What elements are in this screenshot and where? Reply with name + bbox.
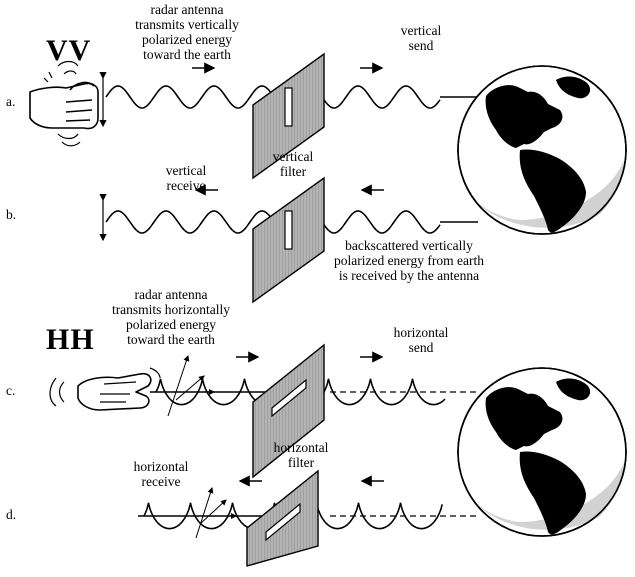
vertical-send-caption: vertical send [400, 23, 442, 53]
polarizing-filter-icon [246, 469, 319, 567]
hand-shaking-vertical-icon [29, 60, 99, 147]
horizontal-receive-caption: horizontal receive [133, 459, 189, 489]
hand-shaking-horizontal-icon [49, 367, 161, 411]
horizontal-filter-caption: horizontal filter [273, 440, 329, 470]
row-a-graphics [29, 52, 478, 180]
polarizing-filter-icon [252, 52, 325, 180]
mode-vv-label: VV [46, 34, 92, 67]
hh-transmit-caption: radar antenna transmits horizontally pol… [111, 287, 231, 347]
vertical-receive-caption: vertical receive [165, 163, 207, 193]
row-label-b: b. [6, 207, 17, 222]
mode-hh-label: HH [46, 323, 95, 356]
horizontal-send-caption: horizontal send [393, 325, 449, 355]
row-label-c: c. [6, 383, 16, 398]
earth-globe-icon [457, 65, 627, 235]
polarizing-filter-icon [252, 176, 325, 304]
row-label-a: a. [6, 94, 16, 109]
vv-backscatter-caption: backscattered vertically polarized energ… [333, 238, 485, 283]
vv-transmit-caption: radar antenna transmits vertically polar… [135, 2, 239, 62]
row-c-graphics [49, 343, 478, 479]
row-b-graphics [99, 176, 478, 304]
earth-globe-icon [457, 367, 627, 537]
row-d-graphics [138, 469, 478, 567]
row-label-d: d. [6, 507, 17, 522]
polarizing-filter-icon [252, 343, 325, 479]
vertical-filter-caption: vertical filter [272, 149, 314, 179]
